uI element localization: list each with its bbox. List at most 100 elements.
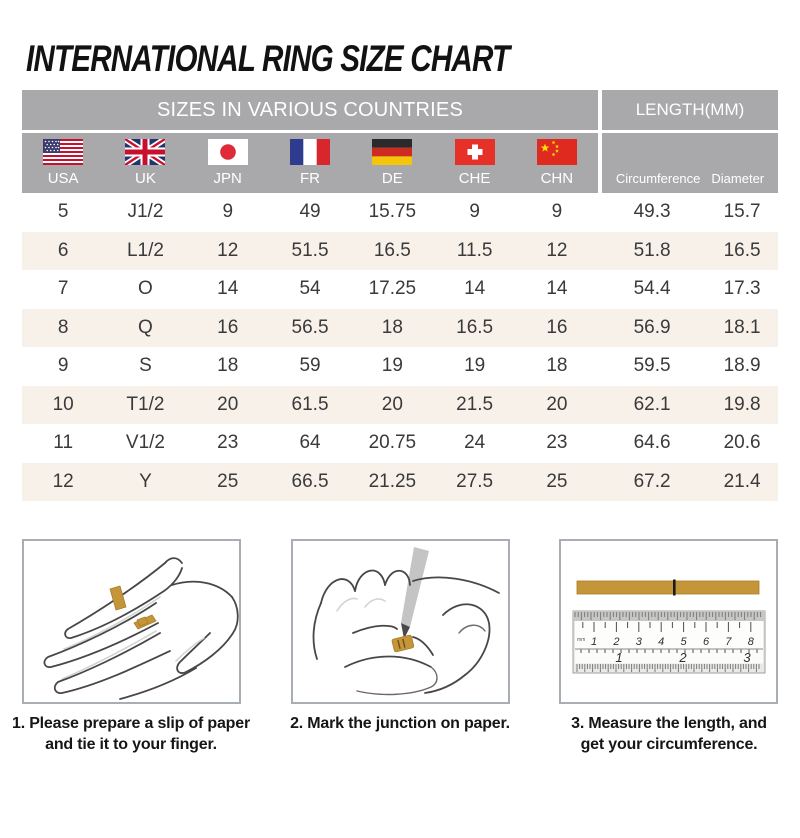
table-row: 7 O 14 54 17.25 14 14 54.4 17.3 — [22, 270, 778, 309]
table-cell: Q — [138, 316, 153, 338]
table-cell: 16.5 — [373, 239, 411, 261]
column-label-fr: FR — [299, 170, 320, 187]
table-cell: 14 — [546, 278, 568, 300]
table-cell: 19 — [381, 355, 403, 377]
ruler-mm-label: mm — [577, 637, 585, 643]
column-label-usa: USA — [47, 170, 79, 187]
length-columns-row: Circumference Diameter — [602, 133, 778, 193]
column-label-chn: CHN — [540, 170, 574, 187]
china-flag-icon — [536, 139, 577, 165]
table-cell: 18 — [381, 316, 403, 338]
table-cell: 16.5 — [723, 239, 761, 261]
step-1-caption-line-2: and tie it to your finger. — [45, 736, 217, 753]
column-header-chn: CHN — [516, 133, 598, 193]
table-cell: 27.5 — [456, 470, 494, 492]
page-title: INTERNATIONAL RING SIZE CHART — [26, 38, 510, 79]
table-cell: 5 — [57, 201, 69, 223]
table-cell: 12 — [217, 239, 239, 261]
table-cell: 9 — [469, 201, 480, 223]
table-cell: 6 — [57, 239, 69, 261]
table-cell: 21.5 — [456, 393, 494, 415]
table-cell: 9 — [551, 201, 563, 223]
step-2-caption: 2. Mark the junction on paper. — [274, 713, 526, 755]
column-header-usa: USA — [22, 133, 104, 193]
table-cell: 25 — [546, 470, 568, 492]
step-2-caption-line-1: 2. Mark the junction on paper. — [290, 715, 510, 732]
table-cell: 11.5 — [456, 239, 493, 261]
table-cell: 17.3 — [723, 278, 761, 300]
table-cell: 18 — [217, 355, 239, 377]
table-cell: J1/2 — [127, 201, 164, 223]
table-cell: L1/2 — [126, 239, 164, 261]
table-cell: 20.6 — [723, 432, 761, 454]
table-cell: 18 — [546, 355, 568, 377]
table-cell: 23 — [546, 432, 568, 454]
table-cell: 20.75 — [368, 432, 417, 454]
table-cell: 59 — [299, 355, 321, 377]
table-cell: 62.1 — [633, 393, 671, 415]
table-cell: 64 — [299, 432, 321, 454]
france-flag-icon — [289, 139, 330, 165]
column-header-uk: UK — [104, 133, 186, 193]
usa-flag-icon — [43, 139, 84, 165]
japan-flag-icon — [207, 139, 248, 165]
table-cell: 9 — [57, 355, 69, 377]
table-cell: T1/2 — [126, 393, 165, 415]
table-row: 9 S 18 59 19 19 18 59.5 18.9 — [22, 347, 778, 386]
table-cell: 66.5 — [291, 470, 329, 492]
step-3-illustration-box: mm 1 2 3 4 5 6 7 8 1 2 3 — [559, 539, 778, 704]
table-row: 11 V1/2 23 64 20.75 24 23 64.6 20.6 — [22, 424, 778, 463]
table-cell: 16.5 — [456, 316, 494, 338]
svg-text:5: 5 — [681, 636, 688, 648]
table-cell: 67.2 — [633, 470, 671, 492]
table-cell: 14 — [217, 278, 239, 300]
uk-flag-icon — [125, 139, 166, 165]
step-3-caption-line-2: get your circumference. — [580, 736, 758, 753]
table-cell: 10 — [52, 393, 74, 415]
table-cell: 8 — [57, 316, 69, 338]
column-label-de: DE — [381, 170, 403, 187]
table-row: 10 T1/2 20 61.5 20 21.5 20 62.1 19.8 — [22, 385, 778, 424]
table-cell: 14 — [464, 278, 486, 300]
table-cell: 49 — [299, 201, 321, 223]
step-1-caption: 1. Please prepare a slip of paper and ti… — [5, 713, 257, 755]
step-2-illustration-box — [290, 539, 510, 704]
table-cell: 21.25 — [368, 470, 417, 492]
table-cell: 12 — [546, 239, 568, 261]
table-cell: 18.9 — [723, 355, 761, 377]
table-cell: O — [138, 278, 153, 300]
table-cell: 16 — [546, 316, 568, 338]
ring-size-chart-page: INTERNATIONAL RING SIZE CHART SIZES IN V… — [0, 38, 800, 755]
svg-text:2: 2 — [612, 636, 619, 648]
column-label-diameter: Diameter — [711, 171, 765, 186]
table-cell: 9 — [222, 201, 234, 223]
table-cell: 59.5 — [633, 355, 671, 377]
table-cell: Y — [139, 470, 152, 492]
country-columns-row: USA UK — [22, 133, 598, 193]
step-1-caption-line-1: 1. Please prepare a slip of paper — [12, 715, 250, 732]
table-cell: V1/2 — [125, 432, 165, 454]
step-3-caption-line-1: 3. Measure the length, and — [571, 715, 767, 732]
svg-text:1: 1 — [591, 636, 597, 648]
table-row: 12 Y 25 66.5 21.25 27.5 25 67.2 21.4 — [22, 462, 778, 501]
table-cell: 7 — [57, 278, 69, 300]
svg-text:6: 6 — [703, 636, 710, 648]
column-label-che: CHE — [458, 170, 491, 187]
svg-text:1: 1 — [615, 650, 622, 665]
table-cell: 20 — [381, 393, 403, 415]
ruler-marks: 1 2 3 4 5 6 7 8 1 2 3 — [574, 612, 762, 672]
column-label-jpn: JPN — [213, 170, 242, 187]
table-body: 5 J1/2 9 49 15.75 9 9 49.3 15.7 6 L1/2 12 51.5 16.5 11… — [22, 193, 778, 501]
column-header-fr: FR — [269, 133, 351, 193]
group-header-length: LENGTH(MM) — [602, 90, 778, 130]
switzerland-flag-icon — [454, 139, 495, 165]
table-cell: 17.25 — [368, 278, 417, 300]
table-cell: 15.7 — [723, 201, 761, 223]
group-header-sizes: SIZES IN VARIOUS COUNTRIES — [22, 90, 598, 130]
table-cell: 19.8 — [723, 393, 761, 415]
column-header-jpn: JPN — [187, 133, 269, 193]
ruler-measurement-illustration: mm 1 2 3 4 5 6 7 8 1 2 3 — [572, 579, 766, 674]
table-header: SIZES IN VARIOUS COUNTRIES LENGTH(MM) — [22, 90, 778, 193]
table-cell: 12 — [52, 470, 74, 492]
step-1-illustration-box — [22, 539, 241, 704]
